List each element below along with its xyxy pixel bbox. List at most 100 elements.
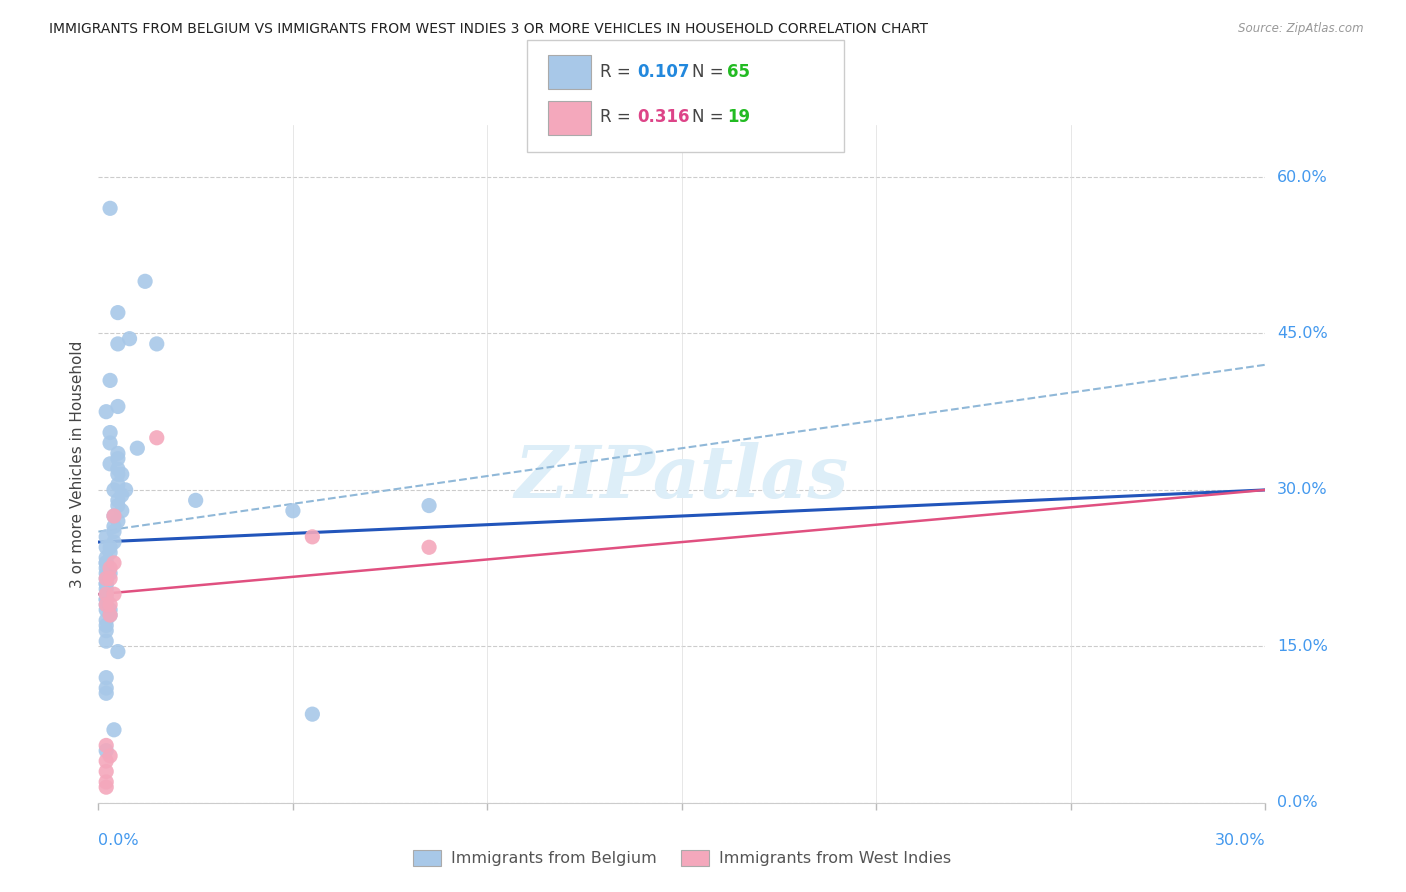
Point — [98, 561, 121, 575]
Point — [96, 530, 118, 544]
Text: ZIPatlas: ZIPatlas — [515, 442, 849, 513]
Point — [107, 514, 129, 528]
Point — [98, 373, 121, 387]
Point — [103, 556, 125, 570]
Point — [98, 436, 121, 450]
Point — [96, 634, 118, 648]
Point — [96, 592, 118, 607]
Text: 65: 65 — [727, 62, 749, 80]
Point — [96, 618, 118, 632]
Text: 30.0%: 30.0% — [1215, 833, 1265, 848]
Text: R =: R = — [600, 108, 637, 126]
Point — [96, 775, 118, 789]
Point — [98, 202, 121, 216]
Text: 19: 19 — [727, 108, 749, 126]
Point — [98, 572, 121, 586]
Point — [107, 462, 129, 476]
Point — [111, 504, 134, 518]
Point — [96, 598, 118, 612]
Point — [96, 572, 118, 586]
Point — [107, 499, 129, 513]
Point — [96, 744, 118, 758]
Point — [98, 541, 121, 555]
Point — [98, 457, 121, 471]
Point — [96, 550, 118, 565]
Point — [96, 592, 118, 607]
Point — [107, 337, 129, 351]
Point — [184, 493, 207, 508]
Point — [96, 624, 118, 638]
Point — [418, 541, 440, 555]
Point — [114, 483, 136, 497]
Point — [146, 337, 169, 351]
Point — [107, 305, 129, 319]
Point — [96, 764, 118, 779]
Point — [107, 451, 129, 466]
Point — [107, 446, 129, 460]
Point — [96, 582, 118, 596]
Point — [96, 576, 118, 591]
Point — [103, 535, 125, 549]
Point — [418, 499, 440, 513]
Point — [96, 754, 118, 768]
Point — [96, 556, 118, 570]
Point — [98, 608, 121, 623]
Point — [96, 587, 118, 601]
Point — [127, 441, 149, 455]
Point — [96, 603, 118, 617]
Point — [111, 488, 134, 502]
Point — [134, 274, 156, 288]
Point — [281, 504, 304, 518]
Text: 45.0%: 45.0% — [1277, 326, 1327, 341]
Text: 0.107: 0.107 — [637, 62, 689, 80]
Text: R =: R = — [600, 62, 637, 80]
Point — [103, 524, 125, 539]
Point — [96, 598, 118, 612]
Point — [98, 598, 121, 612]
Text: N =: N = — [692, 62, 728, 80]
Point — [301, 707, 323, 722]
Point — [146, 431, 169, 445]
Point — [98, 566, 121, 581]
Point — [96, 587, 118, 601]
Point — [96, 686, 118, 700]
Text: IMMIGRANTS FROM BELGIUM VS IMMIGRANTS FROM WEST INDIES 3 OR MORE VEHICLES IN HOU: IMMIGRANTS FROM BELGIUM VS IMMIGRANTS FR… — [49, 22, 928, 37]
Point — [96, 739, 118, 753]
Legend: Immigrants from Belgium, Immigrants from West Indies: Immigrants from Belgium, Immigrants from… — [406, 844, 957, 872]
Text: 30.0%: 30.0% — [1277, 483, 1327, 498]
Point — [98, 425, 121, 440]
Point — [96, 566, 118, 581]
Point — [96, 572, 118, 586]
Point — [98, 545, 121, 559]
Point — [96, 576, 118, 591]
Point — [98, 603, 121, 617]
Point — [96, 671, 118, 685]
Point — [107, 493, 129, 508]
Text: 60.0%: 60.0% — [1277, 169, 1327, 185]
Point — [96, 681, 118, 695]
Point — [118, 332, 141, 346]
Point — [103, 508, 125, 523]
Point — [96, 780, 118, 794]
Text: 0.316: 0.316 — [637, 108, 689, 126]
Point — [103, 723, 125, 737]
Point — [96, 561, 118, 575]
Point — [96, 556, 118, 570]
Text: 15.0%: 15.0% — [1277, 639, 1327, 654]
Point — [103, 519, 125, 533]
Point — [98, 748, 121, 763]
Point — [107, 400, 129, 414]
Point — [98, 608, 121, 623]
Point — [96, 613, 118, 627]
Point — [96, 541, 118, 555]
Y-axis label: 3 or more Vehicles in Household: 3 or more Vehicles in Household — [70, 340, 86, 588]
Text: Source: ZipAtlas.com: Source: ZipAtlas.com — [1239, 22, 1364, 36]
Point — [103, 508, 125, 523]
Point — [96, 405, 118, 419]
Point — [107, 477, 129, 491]
Point — [301, 530, 323, 544]
Point — [103, 483, 125, 497]
Text: 0.0%: 0.0% — [1277, 796, 1317, 810]
Point — [111, 467, 134, 482]
Point — [107, 644, 129, 658]
